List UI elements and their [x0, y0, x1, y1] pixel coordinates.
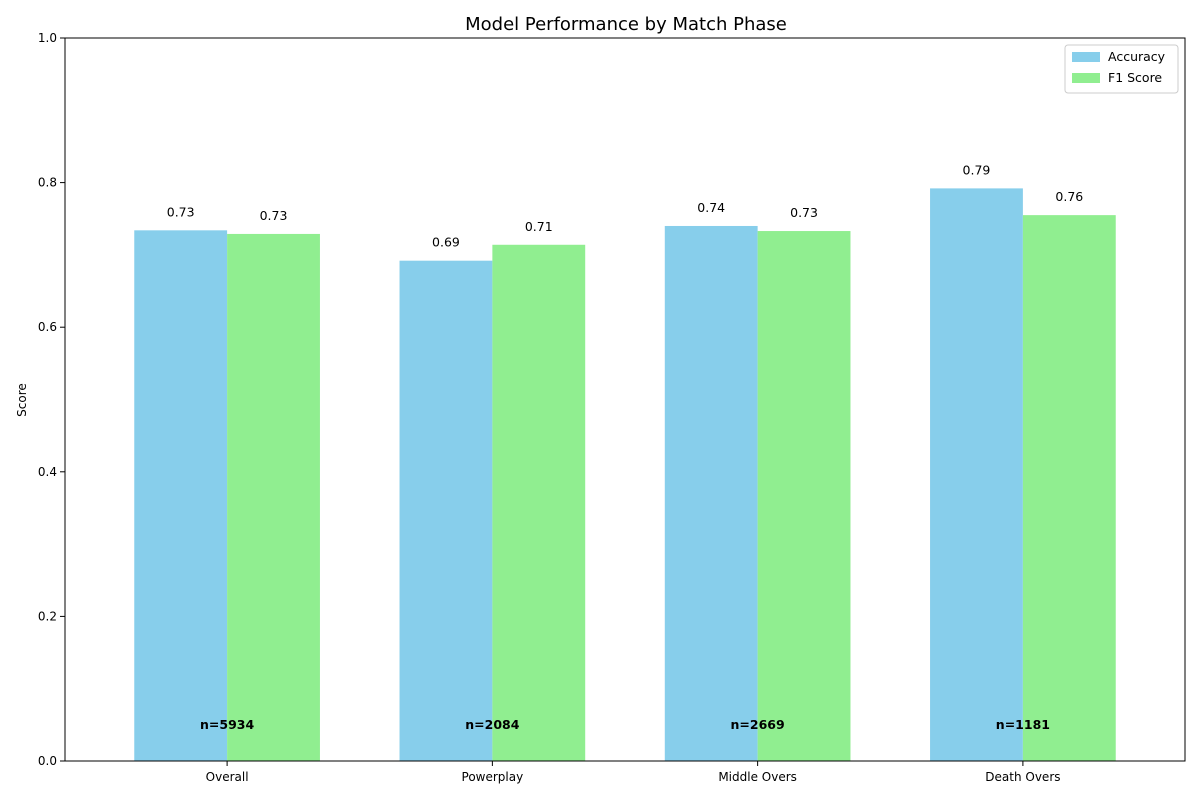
legend-entry: F1 Score: [1108, 70, 1162, 85]
y-tick-label: 1.0: [38, 31, 57, 45]
axes-frame: [64, 37, 1186, 762]
y-tick-label: 0.0: [38, 754, 57, 768]
legend-swatch: [1072, 73, 1100, 83]
value-label: 0.69: [432, 235, 460, 250]
legend-swatch: [1072, 52, 1100, 62]
legend-entry: Accuracy: [1108, 49, 1166, 64]
x-tick-label: Powerplay: [462, 770, 524, 784]
y-tick-label: 0.2: [38, 609, 57, 623]
value-label: 0.71: [525, 219, 553, 234]
y-tick-label: 0.6: [38, 320, 57, 334]
x-tick-label: Overall: [206, 770, 249, 784]
bar-accuracy-3: [930, 188, 1023, 761]
plot-area: 0.73 0.69 0.74 0.79 0.73 0.71 0.73 0.76 n=5934 n=…: [38, 31, 1186, 784]
x-tick-label: Death Overs: [985, 770, 1060, 784]
y-tick-label: 0.4: [38, 465, 57, 479]
sample-size-label: n=2669: [731, 717, 785, 732]
value-label: 0.79: [963, 162, 991, 177]
x-tick-label: Middle Overs: [718, 770, 797, 784]
bar-f1-score-3: [1022, 215, 1116, 761]
value-label: 0.73: [790, 205, 818, 220]
chart-title: Model Performance by Match Phase: [465, 14, 787, 35]
sample-size-label: n=2084: [465, 717, 519, 732]
y-axis-label: Score: [15, 383, 29, 417]
sample-size-label: n=1181: [996, 717, 1050, 732]
sample-size-label: n=5934: [200, 717, 254, 732]
value-label: 0.74: [697, 200, 725, 215]
value-label: 0.76: [1055, 189, 1083, 204]
value-label: 0.73: [167, 204, 195, 219]
bar-accuracy-0: [134, 230, 228, 761]
bar-f1-score-1: [492, 244, 586, 761]
value-label: 0.73: [260, 208, 288, 223]
bar-f1-score-0: [227, 233, 320, 762]
bar-accuracy-1: [399, 260, 493, 761]
y-tick-label: 0.8: [38, 176, 57, 190]
bar-accuracy-2: [664, 225, 758, 762]
bar-f1-score-2: [757, 231, 851, 761]
legend: Accuracy F1 Score: [1064, 44, 1179, 94]
